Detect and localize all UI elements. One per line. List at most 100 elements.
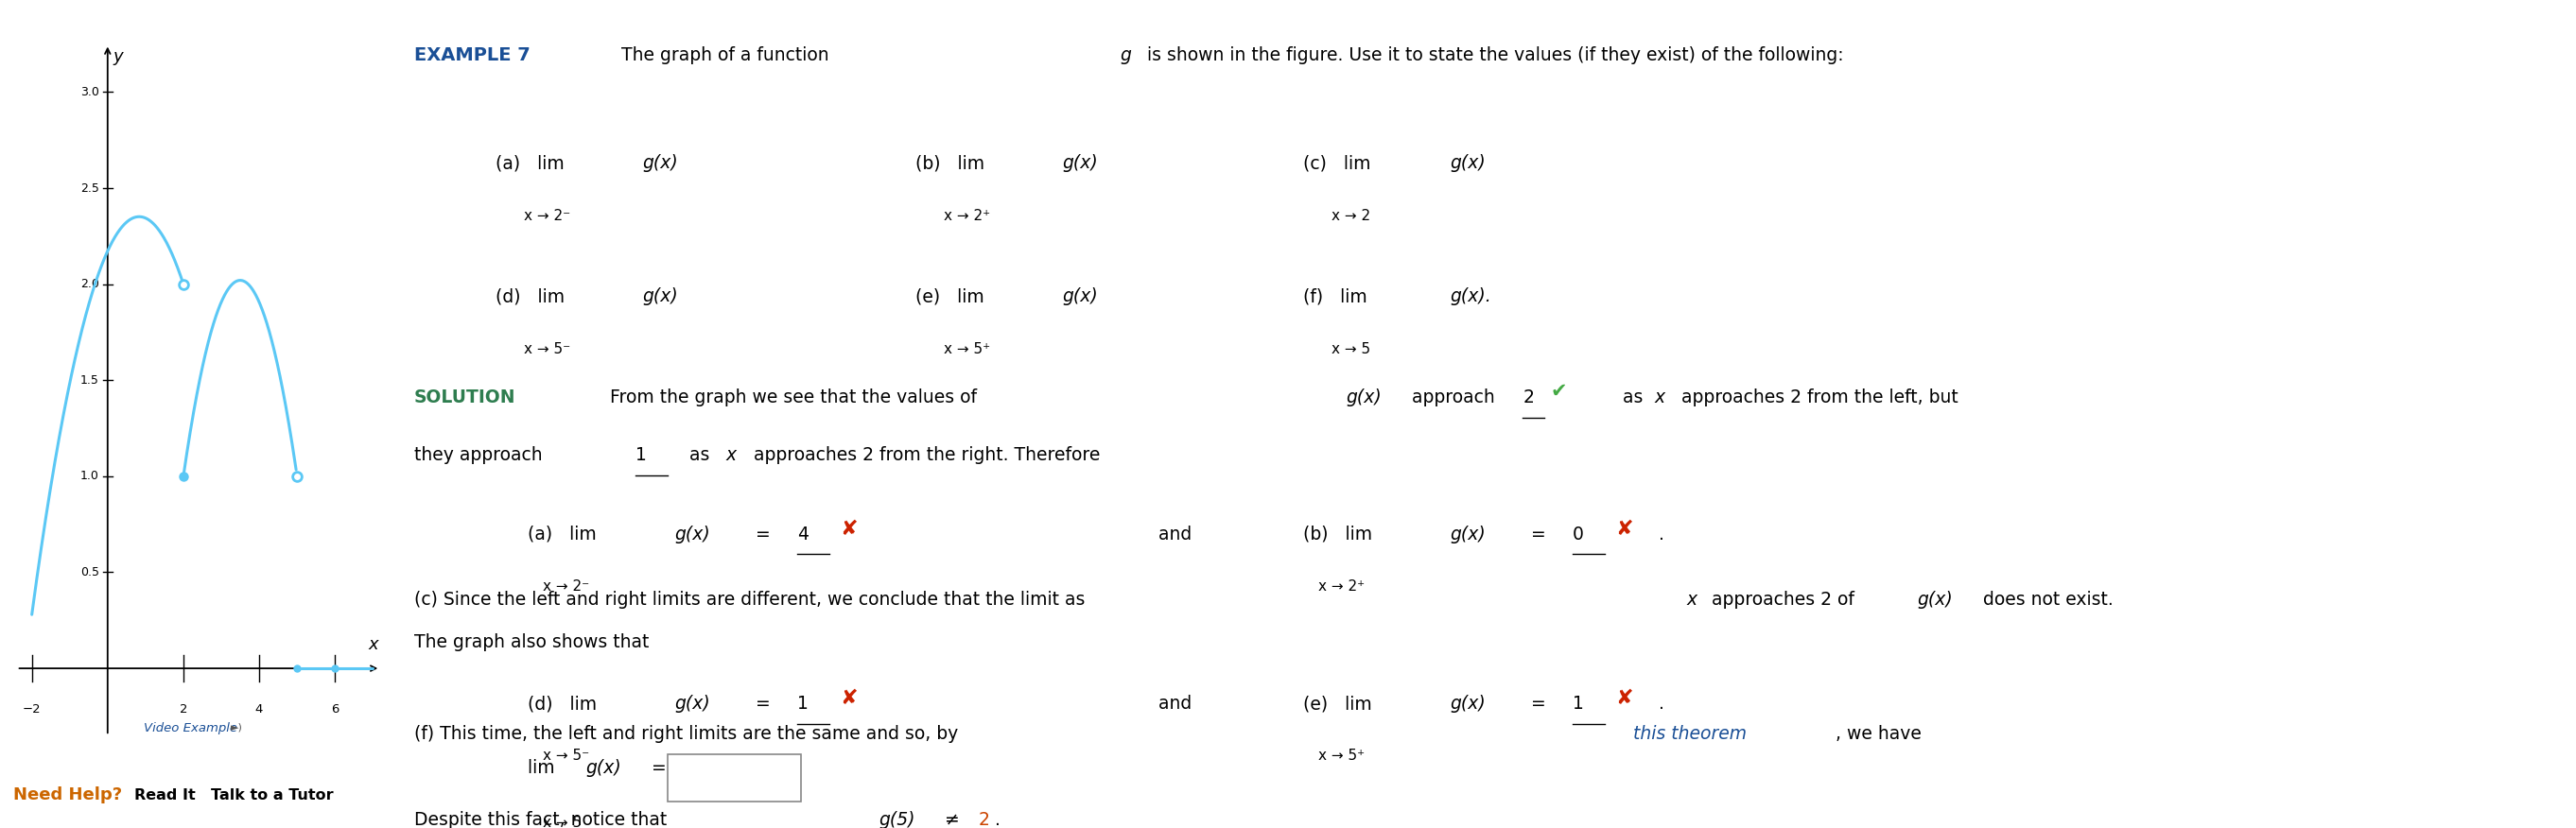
Text: (b)   lim: (b) lim <box>1303 526 1383 543</box>
Text: ✔: ✔ <box>1551 382 1566 400</box>
Text: x → 5⁻: x → 5⁻ <box>544 749 590 763</box>
Text: (d)   lim: (d) lim <box>528 695 608 713</box>
Text: 4: 4 <box>796 526 809 543</box>
Text: is shown in the figure. Use it to state the values (if they exist) of the follow: is shown in the figure. Use it to state … <box>1141 46 1844 65</box>
Text: 3.0: 3.0 <box>80 86 100 99</box>
Text: x → 5⁺: x → 5⁺ <box>943 342 989 356</box>
Text: .: . <box>994 811 1002 828</box>
Text: =: = <box>647 759 667 777</box>
Text: .: . <box>1649 695 1664 713</box>
Text: −2: −2 <box>23 703 41 715</box>
Text: (c)   lim: (c) lim <box>1303 155 1383 172</box>
FancyBboxPatch shape <box>2014 769 2576 823</box>
Text: 2: 2 <box>979 811 989 828</box>
Text: y: y <box>113 48 124 65</box>
Text: 2.0: 2.0 <box>80 278 100 291</box>
Text: =: = <box>1525 695 1551 713</box>
Text: approaches 2 from the left, but: approaches 2 from the left, but <box>1677 388 1958 407</box>
Text: x → 2: x → 2 <box>1332 209 1370 223</box>
Text: g(x): g(x) <box>641 155 677 172</box>
Text: , we have: , we have <box>1834 724 1922 743</box>
Text: x: x <box>368 636 379 653</box>
Text: (b)   lim: (b) lim <box>914 155 997 172</box>
Text: g(5): g(5) <box>878 811 914 828</box>
Text: SOLUTION: SOLUTION <box>415 388 515 407</box>
Text: x → 5⁺: x → 5⁺ <box>1319 749 1365 763</box>
Text: g(x): g(x) <box>1450 695 1486 713</box>
Text: lim: lim <box>528 759 567 777</box>
FancyBboxPatch shape <box>1110 769 1963 823</box>
Text: g: g <box>1121 46 1131 65</box>
Text: ✘: ✘ <box>840 520 858 539</box>
Text: and: and <box>1141 526 1208 543</box>
Text: =: = <box>750 695 775 713</box>
Text: x → 2⁻: x → 2⁻ <box>544 580 590 594</box>
Text: g(x): g(x) <box>1450 155 1486 172</box>
Text: (c) Since the left and right limits are different, we conclude that the limit as: (c) Since the left and right limits are … <box>415 590 1090 609</box>
Text: ✘: ✘ <box>840 689 858 708</box>
Text: g(x): g(x) <box>641 288 677 306</box>
Text: 0.5: 0.5 <box>80 566 100 579</box>
Text: =: = <box>750 526 775 543</box>
Text: EXAMPLE 7: EXAMPLE 7 <box>415 46 531 65</box>
Text: g(x): g(x) <box>675 526 711 543</box>
Text: Despite this fact, notice that: Despite this fact, notice that <box>415 811 672 828</box>
Text: Read It: Read It <box>134 788 196 802</box>
Text: g(x).: g(x). <box>1450 288 1492 306</box>
Text: (a)   lim: (a) lim <box>528 526 608 543</box>
Text: 1: 1 <box>636 446 647 465</box>
Text: Video Example: Video Example <box>144 722 237 734</box>
Text: g(x): g(x) <box>1347 388 1381 407</box>
Text: as: as <box>672 446 716 465</box>
Text: Talk to a Tutor: Talk to a Tutor <box>211 788 335 802</box>
Text: g(x): g(x) <box>675 695 711 713</box>
Text: (f) This time, the left and right limits are the same and so, by: (f) This time, the left and right limits… <box>415 724 963 743</box>
Text: ►): ►) <box>232 722 242 732</box>
Text: =: = <box>1525 526 1551 543</box>
Text: (d)   lim: (d) lim <box>495 288 577 306</box>
Text: ✘: ✘ <box>1615 689 1633 708</box>
Text: (e)   lim: (e) lim <box>914 288 997 306</box>
Text: The graph of a function: The graph of a function <box>611 46 835 65</box>
Text: x → 2⁺: x → 2⁺ <box>1319 580 1365 594</box>
FancyBboxPatch shape <box>667 753 801 802</box>
Text: x → 5: x → 5 <box>544 816 582 828</box>
Text: g(x): g(x) <box>1061 155 1097 172</box>
Text: 1.5: 1.5 <box>80 374 100 387</box>
Text: x → 2⁻: x → 2⁻ <box>523 209 569 223</box>
Text: as: as <box>1610 388 1649 407</box>
Text: ≠: ≠ <box>940 811 966 828</box>
Text: does not exist.: does not exist. <box>1978 590 2112 609</box>
Text: 4: 4 <box>255 703 263 715</box>
Text: (f)   lim: (f) lim <box>1303 288 1378 306</box>
Text: 6: 6 <box>330 703 340 715</box>
Text: x → 5⁻: x → 5⁻ <box>523 342 569 356</box>
Text: this theorem: this theorem <box>1633 724 1747 743</box>
Text: they approach: they approach <box>415 446 549 465</box>
Text: ✘: ✘ <box>1615 520 1633 539</box>
Text: approach: approach <box>1406 388 1502 407</box>
Text: 1.0: 1.0 <box>80 470 100 483</box>
Text: g(x): g(x) <box>1450 526 1486 543</box>
Text: The graph also shows that: The graph also shows that <box>415 633 649 652</box>
Text: x → 5: x → 5 <box>1332 342 1370 356</box>
Text: approaches 2 of: approaches 2 of <box>1705 590 1860 609</box>
Text: g(x): g(x) <box>1917 590 1953 609</box>
Text: 2: 2 <box>1522 388 1535 407</box>
Text: x → 2⁺: x → 2⁺ <box>943 209 989 223</box>
Text: approaches 2 from the right. Therefore: approaches 2 from the right. Therefore <box>747 446 1100 465</box>
Text: 0: 0 <box>1571 526 1584 543</box>
Text: 2.5: 2.5 <box>80 182 100 195</box>
Text: and: and <box>1141 695 1208 713</box>
Text: 1: 1 <box>1571 695 1584 713</box>
Text: x: x <box>726 446 737 465</box>
Text: (e)   lim: (e) lim <box>1303 695 1383 713</box>
Text: (a)   lim: (a) lim <box>495 155 577 172</box>
Text: g(x): g(x) <box>1061 288 1097 306</box>
Text: x: x <box>1654 388 1664 407</box>
Text: 2: 2 <box>180 703 188 715</box>
Text: 1: 1 <box>796 695 809 713</box>
Text: x: x <box>1687 590 1698 609</box>
Text: Need Help?: Need Help? <box>13 787 124 804</box>
Text: From the graph we see that the values of: From the graph we see that the values of <box>592 388 981 407</box>
